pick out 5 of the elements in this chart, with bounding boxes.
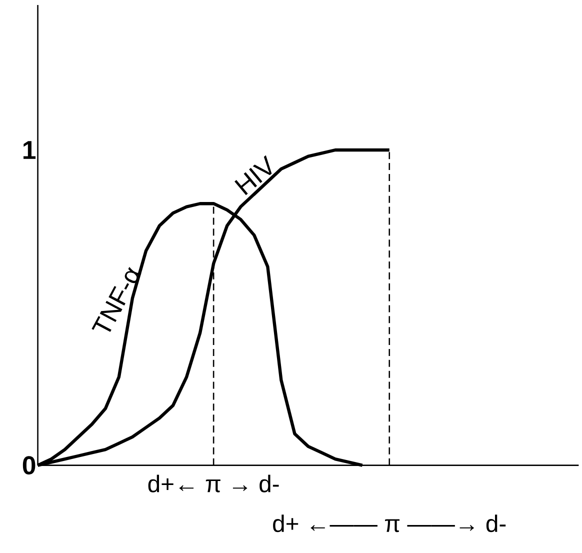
- text: d+ ←—— π ——→ d-: [273, 514, 506, 532]
- text: HIV: [234, 155, 272, 196]
- text: d+← π → d-: [148, 474, 279, 492]
- y-tick-label: 0: [22, 456, 36, 475]
- y-tick-label: 1: [24, 141, 36, 159]
